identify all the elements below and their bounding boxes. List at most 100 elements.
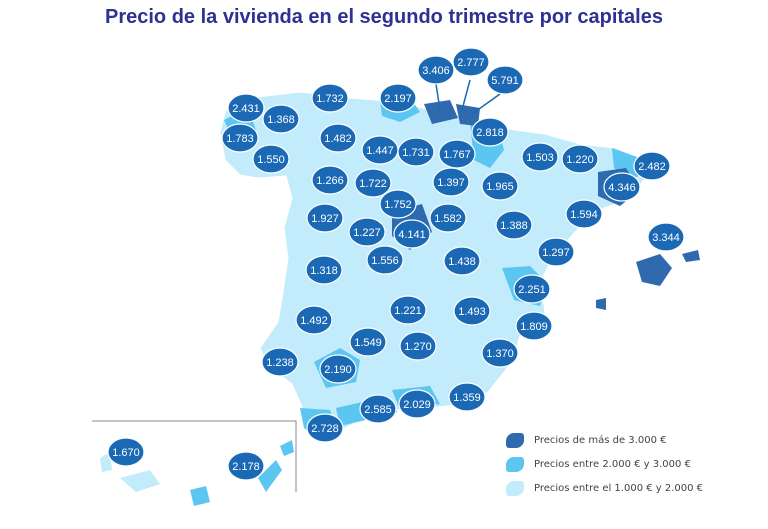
price-label: 1.370 xyxy=(486,348,514,360)
price-bubble-shape xyxy=(252,144,290,174)
price-bubble-shape xyxy=(389,295,427,325)
price-label: 2.197 xyxy=(384,93,412,105)
price-label: 2.190 xyxy=(324,364,352,376)
price-bubble: 2.585 xyxy=(359,394,397,424)
mainland-spain xyxy=(219,91,651,437)
price-label: 2.585 xyxy=(364,404,392,416)
legend-item-high: Precios de más de 3.000 € xyxy=(506,428,703,452)
price-bubble: 1.556 xyxy=(366,245,404,275)
price-label: 2.728 xyxy=(311,423,339,435)
price-bubble-shape xyxy=(262,104,300,134)
price-bubble: 1.438 xyxy=(443,246,481,276)
price-label: 2.029 xyxy=(403,399,431,411)
canary-lanzarote xyxy=(280,440,294,456)
price-bubble: 2.251 xyxy=(513,274,551,304)
price-label: 3.406 xyxy=(422,65,450,77)
canary-fuerteventura xyxy=(258,460,282,492)
price-bubble: 1.368 xyxy=(262,104,300,134)
price-label: 1.731 xyxy=(402,147,430,159)
price-bubble-shape xyxy=(481,338,519,368)
price-bubble: 1.809 xyxy=(515,311,553,341)
price-bubble-shape xyxy=(561,144,599,174)
legend-label: Precios de más de 3.000 € xyxy=(534,434,667,446)
balearic-menorca xyxy=(682,250,700,262)
price-bubble-shape xyxy=(261,347,299,377)
price-label: 1.221 xyxy=(394,305,422,317)
price-bubble-shape xyxy=(417,55,455,85)
price-label: 5.791 xyxy=(491,75,519,87)
price-bubble: 1.227 xyxy=(348,217,386,247)
price-bubble-shape xyxy=(443,246,481,276)
price-bubble-shape xyxy=(379,189,417,219)
price-label: 1.503 xyxy=(526,152,554,164)
price-label: 4.346 xyxy=(608,182,636,194)
map-title: Precio de la vivienda en el segundo trim… xyxy=(105,6,663,28)
price-bubble-shape xyxy=(429,203,467,233)
price-label: 1.927 xyxy=(311,213,339,225)
price-bubble: 1.359 xyxy=(448,382,486,412)
price-bubble-shape xyxy=(438,139,476,169)
price-bubble-shape xyxy=(359,394,397,424)
price-label: 1.549 xyxy=(354,337,382,349)
price-bubble: 2.190 xyxy=(319,354,357,384)
price-label: 1.492 xyxy=(300,315,328,327)
price-bubble-shape xyxy=(565,199,603,229)
price-bubble: 1.492 xyxy=(295,305,333,335)
price-bubble-shape xyxy=(227,93,265,123)
price-label: 1.227 xyxy=(353,227,381,239)
legend-label: Precios entre 2.000 € y 3.000 € xyxy=(534,458,691,470)
price-bubble-shape xyxy=(349,327,387,357)
price-bubble-shape xyxy=(393,219,431,249)
price-bubble-shape xyxy=(453,296,491,326)
price-bubble-shape xyxy=(319,123,357,153)
price-label: 1.809 xyxy=(520,321,548,333)
price-bubble-shape xyxy=(513,274,551,304)
price-bubble: 1.388 xyxy=(495,210,533,240)
price-bubble: 3.406 xyxy=(417,55,455,85)
price-bubble: 1.493 xyxy=(453,296,491,326)
price-bubble: 1.297 xyxy=(537,237,575,267)
price-bubble-shape xyxy=(305,255,343,285)
price-bubble: 2.197 xyxy=(379,83,417,113)
legend-swatch xyxy=(506,456,524,472)
price-bubble: 1.582 xyxy=(429,203,467,233)
price-bubble: 1.503 xyxy=(521,142,559,172)
price-bubble-shape xyxy=(311,165,349,195)
price-label: 1.447 xyxy=(366,145,394,157)
price-bubble-shape xyxy=(515,311,553,341)
price-label: 2.251 xyxy=(518,284,546,296)
legend-item-low: Precios entre el 1.000 € y 2.000 € xyxy=(506,476,703,500)
price-bubble-shape xyxy=(495,210,533,240)
price-bubble-shape xyxy=(227,451,265,481)
price-label: 1.359 xyxy=(453,392,481,404)
price-bubble: 1.670 xyxy=(107,437,145,467)
price-bubble-shape xyxy=(521,142,559,172)
price-bubble: 1.447 xyxy=(361,135,399,165)
canary-tenerife xyxy=(120,470,160,492)
price-bubble-shape xyxy=(221,123,259,153)
price-bubble-shape xyxy=(647,222,685,252)
price-bubble: 1.221 xyxy=(389,295,427,325)
canary-inset-frame xyxy=(92,420,297,492)
price-bubble-shape xyxy=(397,137,435,167)
price-bubble-shape xyxy=(398,389,436,419)
price-bubble-shape xyxy=(366,245,404,275)
price-bubble: 1.238 xyxy=(261,347,299,377)
legend-label: Precios entre el 1.000 € y 2.000 € xyxy=(534,482,704,494)
price-label: 1.582 xyxy=(434,213,462,225)
price-bubble: 2.482 xyxy=(633,151,671,181)
price-bubble: 1.266 xyxy=(311,165,349,195)
canary-grancanaria xyxy=(190,486,210,506)
balearic-ibiza xyxy=(596,298,606,310)
price-label: 1.556 xyxy=(371,255,399,267)
price-bubble: 1.783 xyxy=(221,123,259,153)
price-label: 2.818 xyxy=(476,127,504,139)
price-label: 1.318 xyxy=(310,265,338,277)
price-bubble-shape xyxy=(348,217,386,247)
price-label: 1.297 xyxy=(542,247,570,259)
price-bubble: 3.344 xyxy=(647,222,685,252)
price-bubble-shape xyxy=(306,203,344,233)
price-bubble: 2.777 xyxy=(452,47,490,77)
